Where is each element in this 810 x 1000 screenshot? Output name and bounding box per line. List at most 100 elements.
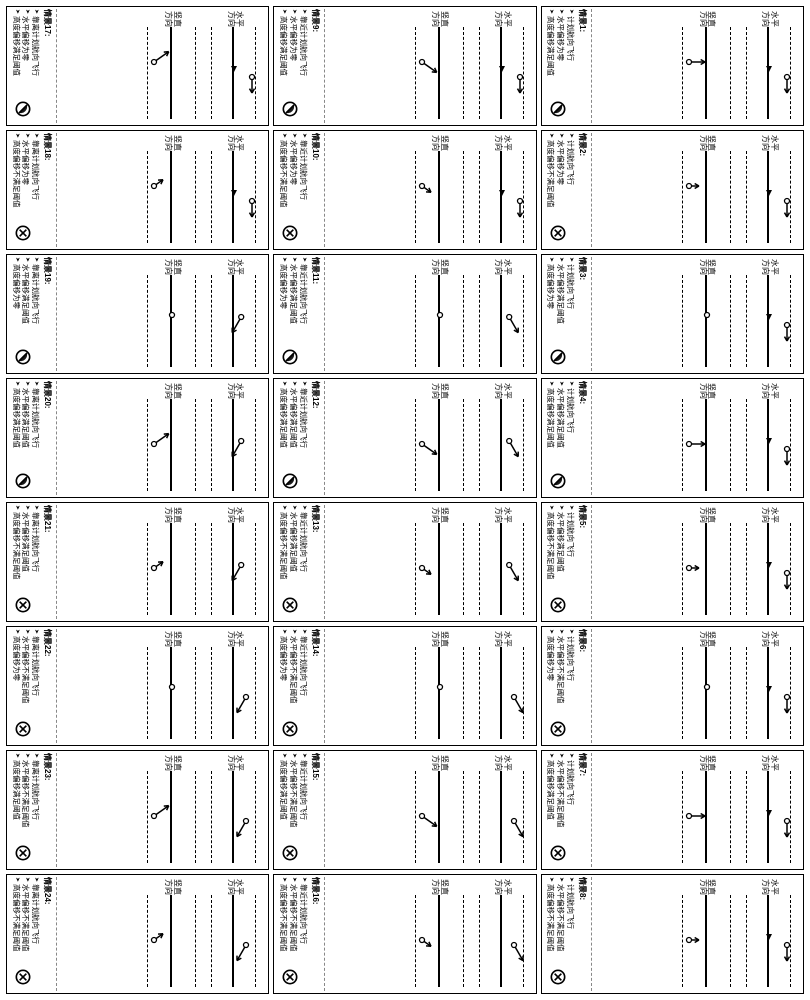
horizontal-section: 水平方向 (472, 629, 532, 743)
horizontal-section: 水平方向 (204, 877, 264, 991)
caption-line: 靠离计划航向飞行 (31, 629, 41, 743)
caption: 情景11:靠近计划航向飞行水平偏移满足阈值高度偏移为零 (278, 257, 324, 371)
top-arrow (734, 523, 799, 613)
scenario-cell: 水平方向 竖直方向 情景21:靠离计划航向飞行水平偏移满足阈值高度偏移不满足阈值 (6, 502, 269, 622)
horizontal-label: 水平方向 (493, 507, 511, 523)
caption-line: 计划航向飞行 (565, 505, 575, 619)
caption: 情景23:靠离计划航向飞行水平偏移不满足阈值高度偏移满足阈值 (11, 753, 57, 867)
vertical-label: 竖直方向 (430, 631, 448, 647)
vertical-section: 竖直方向 (139, 381, 204, 495)
caption: 情景4:计划航向飞行水平偏移满足阈值高度偏移满足阈值 (546, 381, 592, 495)
scenario-cell: 水平方向 竖直方向 情景19:靠离计划航向飞行水平偏移满足阈值高度偏移为零 (6, 254, 269, 374)
horizontal-section: 水平方向 (472, 133, 532, 247)
scenario-cell: 水平方向 竖直方向 情景11:靠近计划航向飞行水平偏移满足阈值高度偏移为零 (273, 254, 536, 374)
scenario-grid: 水平方向 竖直方向 情景1:计划航向飞行水平偏移为零高度偏移满足阈值 水平方向 … (0, 0, 810, 1000)
caption-title: 情景18: (42, 133, 53, 247)
horizontal-label: 水平方向 (493, 879, 511, 895)
caption-line: 靠近计划航向飞行 (298, 877, 308, 991)
vertical-label: 竖直方向 (163, 507, 181, 523)
status-bad-icon (282, 597, 298, 613)
status-bad-icon (15, 721, 31, 737)
scenario-cell: 水平方向 竖直方向 情景12:靠近计划航向飞行水平偏移满足阈值高度偏移满足阈值 (273, 378, 536, 498)
caption-line: 计划航向飞行 (565, 9, 575, 123)
caption: 情景9:靠近计划航向飞行水平偏移为零高度偏移满足阈值 (278, 9, 324, 123)
top-arrow (734, 151, 799, 241)
caption-title: 情景20: (42, 381, 53, 495)
caption-title: 情景12: (310, 381, 321, 495)
caption: 情景19:靠离计划航向飞行水平偏移满足阈值高度偏移为零 (11, 257, 57, 371)
caption-title: 情景6: (577, 629, 588, 743)
caption-line: 靠近计划航向飞行 (298, 629, 308, 743)
horizontal-label: 水平方向 (760, 507, 778, 523)
top-arrow (199, 771, 264, 851)
top-arrow (734, 647, 799, 737)
vertical-label: 竖直方向 (430, 879, 448, 895)
vertical-label: 竖直方向 (698, 879, 716, 895)
caption-line: 靠近计划航向飞行 (298, 133, 308, 247)
horizontal-section: 水平方向 (739, 629, 799, 743)
status-bad-icon (550, 721, 566, 737)
vertical-section: 竖直方向 (407, 9, 472, 123)
caption-title: 情景14: (310, 629, 321, 743)
scenario-cell: 水平方向 竖直方向 情景9:靠近计划航向飞行水平偏移为零高度偏移满足阈值 (273, 6, 536, 126)
top-arrow (734, 275, 799, 365)
vertical-label: 竖直方向 (163, 631, 181, 647)
vertical-section: 竖直方向 (407, 381, 472, 495)
horizontal-section: 水平方向 (739, 133, 799, 247)
scenario-cell: 水平方向 竖直方向 情景14:靠近计划航向飞行水平偏移不满足阈值高度偏移为零 (273, 626, 536, 746)
vertical-section: 竖直方向 (674, 753, 739, 867)
bottom-arrow (139, 27, 204, 107)
scenario-cell: 水平方向 竖直方向 情景13:靠近计划航向飞行水平偏移满足阈值高度偏移不满足阈值 (273, 502, 536, 622)
scenario-cell: 水平方向 竖直方向 情景24:靠离计划航向飞行水平偏移不满足阈值高度偏移不满足阈… (6, 874, 269, 994)
caption-title: 情景10: (310, 133, 321, 247)
vertical-label: 竖直方向 (430, 135, 448, 151)
caption-title: 情景23: (42, 753, 53, 867)
top-arrow (199, 275, 264, 355)
caption-title: 情景7: (577, 753, 588, 867)
caption: 情景12:靠近计划航向飞行水平偏移满足阈值高度偏移满足阈值 (278, 381, 324, 495)
status-ok-icon (15, 473, 31, 489)
caption-line: 靠离计划航向飞行 (31, 133, 41, 247)
caption-line: 靠离计划航向飞行 (31, 9, 41, 123)
horizontal-section: 水平方向 (204, 257, 264, 371)
caption: 情景10:靠近计划航向飞行水平偏移为零高度偏移不满足阈值 (278, 133, 324, 247)
horizontal-section: 水平方向 (204, 753, 264, 867)
top-arrow (467, 895, 532, 975)
bottom-arrow (674, 151, 739, 231)
status-bad-icon (282, 969, 298, 985)
bottom-arrow (139, 151, 204, 231)
status-bad-icon (15, 969, 31, 985)
scenario-cell: 水平方向 竖直方向 情景3:计划航向飞行水平偏移满足阈值高度偏移为零 (541, 254, 804, 374)
caption: 情景17:靠离计划航向飞行水平偏移为零高度偏移满足阈值 (11, 9, 57, 123)
caption-title: 情景1: (577, 9, 588, 123)
bottom-arrow (674, 523, 739, 603)
bottom-arrow (674, 399, 739, 479)
vertical-section: 竖直方向 (407, 505, 472, 619)
status-bad-icon (15, 845, 31, 861)
caption-line: 靠近计划航向飞行 (298, 505, 308, 619)
vertical-label: 竖直方向 (430, 507, 448, 523)
vertical-label: 竖直方向 (430, 755, 448, 771)
status-ok-icon (550, 101, 566, 117)
bottom-arrow (139, 647, 204, 727)
horizontal-label: 水平方向 (493, 259, 511, 275)
horizontal-label: 水平方向 (493, 135, 511, 151)
status-bad-icon (550, 845, 566, 861)
caption-title: 情景16: (310, 877, 321, 991)
caption-title: 情景5: (577, 505, 588, 619)
caption: 情景21:靠离计划航向飞行水平偏移满足阈值高度偏移不满足阈值 (11, 505, 57, 619)
caption: 情景6:计划航向飞行水平偏移不满足阈值高度偏移为零 (546, 629, 592, 743)
caption-title: 情景24: (42, 877, 53, 991)
vertical-label: 竖直方向 (698, 383, 716, 399)
bottom-arrow (407, 151, 472, 231)
caption-line: 靠近计划航向飞行 (298, 381, 308, 495)
status-bad-icon (550, 225, 566, 241)
horizontal-label: 水平方向 (226, 383, 244, 399)
vertical-section: 竖直方向 (139, 257, 204, 371)
scenario-cell: 水平方向 竖直方向 情景15:靠近计划航向飞行水平偏移不满足阈值高度偏移满足阈值 (273, 750, 536, 870)
top-arrow (199, 647, 264, 727)
page-rotated: 水平方向 竖直方向 情景1:计划航向飞行水平偏移为零高度偏移满足阈值 水平方向 … (0, 0, 810, 1000)
top-arrow (199, 895, 264, 975)
horizontal-section: 水平方向 (204, 9, 264, 123)
caption-title: 情景3: (577, 257, 588, 371)
